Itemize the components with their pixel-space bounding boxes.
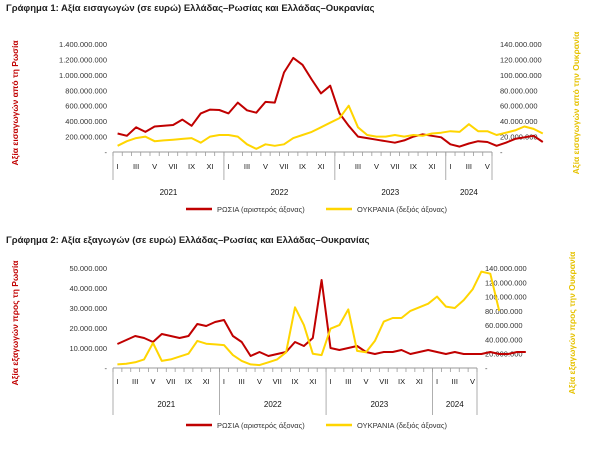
y-axis-label-right: Αξία εισαγωγών από την Ουκρανία (571, 31, 581, 174)
x-tick-label: III (133, 162, 139, 171)
x-tick-label: V (364, 377, 369, 386)
y-tick-left: 400.000.000 (65, 117, 107, 126)
y-tick-right: 140.000.000 (500, 40, 542, 49)
x-tick-label: V (257, 377, 262, 386)
y-tick-left: 30.000.000 (69, 304, 107, 313)
x-tick-label: I (338, 162, 340, 171)
y-tick-left: 1.200.000.000 (59, 55, 107, 64)
x-tick-label: VII (279, 162, 288, 171)
x-tick-label: XI (416, 377, 423, 386)
y-tick-left: 1.400.000.000 (59, 40, 107, 49)
x-tick-label: V (150, 377, 155, 386)
x-tick-label: IX (410, 162, 417, 171)
series-line-russia (116, 279, 526, 357)
x-tick-label: VII (273, 377, 282, 386)
x-tick-label: I (449, 162, 451, 171)
y-tick-right: 60.000.000 (485, 321, 523, 330)
x-tick-label: V (152, 162, 157, 171)
legend-label-russia: ΡΩΣΙΑ (αριστερός άξονας) (217, 205, 305, 214)
y-tick-left: 50.000.000 (69, 264, 107, 273)
year-label: 2021 (157, 400, 175, 409)
y-tick-left: 20.000.000 (69, 324, 107, 333)
x-tick-label: III (452, 377, 458, 386)
x-tick-label: IX (299, 162, 306, 171)
chart-title: Γράφημα 2: Αξία εξαγωγών (σε ευρώ) Ελλάδ… (6, 235, 369, 246)
y-tick-left: 1.000.000.000 (59, 71, 107, 80)
x-tick-label: IX (188, 162, 195, 171)
y-tick-left: 600.000.000 (65, 102, 107, 111)
y-tick-right: 100.000.000 (485, 293, 527, 302)
y-tick-right: 40.000.000 (485, 335, 523, 344)
x-tick-label: I (116, 377, 118, 386)
year-label: 2021 (160, 188, 178, 197)
x-tick-label: V (374, 162, 379, 171)
x-tick-label: XI (317, 162, 324, 171)
y-tick-right: 120.000.000 (485, 278, 527, 287)
y-tick-left: 200.000.000 (65, 133, 107, 142)
y-axis-label-left: Αξία εξαγωγών προς τη Ρωσία (10, 260, 20, 386)
x-tick-label: XI (309, 377, 316, 386)
x-tick-label: I (117, 162, 119, 171)
y-tick-left: 40.000.000 (69, 284, 107, 293)
year-label: 2022 (264, 400, 282, 409)
y-tick-right: 80.000.000 (500, 86, 538, 95)
y-tick-left: 10.000.000 (69, 344, 107, 353)
x-tick-label: I (228, 162, 230, 171)
y-tick-left: - (105, 148, 108, 157)
x-tick-label: V (485, 162, 490, 171)
y-axis-label-right: Αξία εξαγωγών προς την Ουκρανία (567, 251, 577, 394)
x-tick-label: III (355, 162, 361, 171)
y-tick-right: 100.000.000 (500, 71, 542, 80)
x-tick-label: IX (398, 377, 405, 386)
x-tick-label: I (436, 377, 438, 386)
x-tick-label: VII (390, 162, 399, 171)
series-line-ukraine (117, 104, 544, 150)
legend-label-ukraine: ΟΥΚΡΑΝΙΑ (δεξιός άξονας) (357, 205, 447, 214)
x-tick-label: VII (166, 377, 175, 386)
x-tick-label: IX (291, 377, 298, 386)
x-tick-label: I (329, 377, 331, 386)
year-label: 2023 (370, 400, 388, 409)
year-label: 2024 (446, 400, 464, 409)
y-tick-right: - (485, 364, 488, 373)
x-tick-label: V (470, 377, 475, 386)
chart-title: Γράφημα 1: Αξία εισαγωγών (σε ευρώ) Ελλά… (6, 3, 374, 14)
series-line-ukraine (117, 270, 501, 367)
x-tick-label: XI (203, 377, 210, 386)
y-tick-right: 80.000.000 (485, 307, 523, 316)
y-tick-right: 140.000.000 (485, 264, 527, 273)
y-axis-label-left: Αξία εισαγωγών από τη Ρωσία (10, 40, 20, 166)
year-label: 2023 (381, 188, 399, 197)
y-tick-left: 800.000.000 (65, 86, 107, 95)
x-tick-label: I (223, 377, 225, 386)
year-label: 2024 (460, 188, 478, 197)
series-line-russia (117, 56, 544, 148)
x-tick-label: XI (207, 162, 214, 171)
y-tick-right: 120.000.000 (500, 55, 542, 64)
x-tick-label: III (345, 377, 351, 386)
x-tick-label: XI (428, 162, 435, 171)
x-tick-label: VII (379, 377, 388, 386)
y-tick-right: 60.000.000 (500, 102, 538, 111)
legend-label-russia: ΡΩΣΙΑ (αριστερός άξονας) (217, 421, 305, 430)
x-tick-label: III (132, 377, 138, 386)
y-tick-right: 20.000.000 (500, 133, 538, 142)
y-tick-left: - (105, 364, 108, 373)
legend-label-ukraine: ΟΥΚΡΑΝΙΑ (δεξιός άξονας) (357, 421, 447, 430)
y-tick-right: 40.000.000 (500, 117, 538, 126)
x-tick-label: III (244, 162, 250, 171)
x-tick-label: IX (185, 377, 192, 386)
year-label: 2022 (270, 188, 288, 197)
x-tick-label: VII (168, 162, 177, 171)
y-tick-right: - (500, 148, 503, 157)
x-tick-label: V (263, 162, 268, 171)
x-tick-label: III (466, 162, 472, 171)
x-tick-label: III (239, 377, 245, 386)
